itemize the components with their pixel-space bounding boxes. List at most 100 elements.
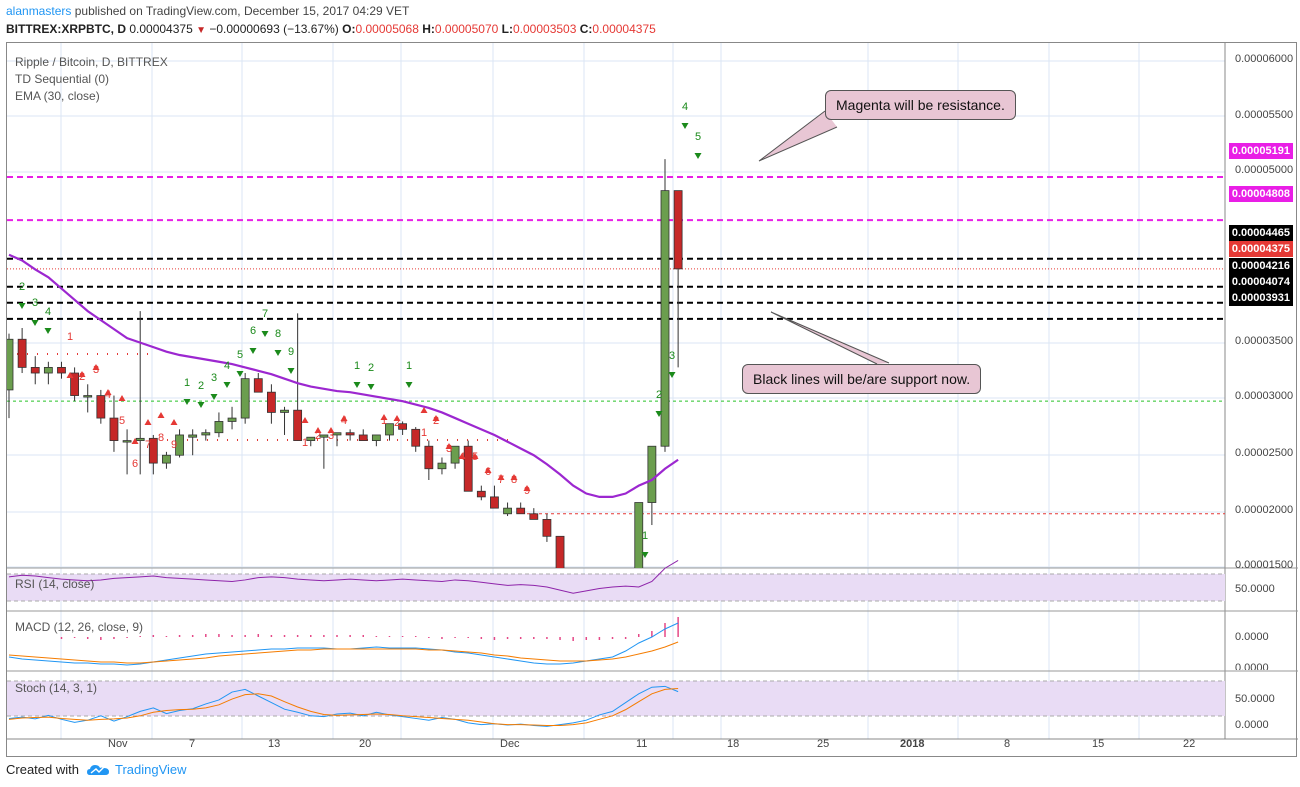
td-down-arrow-icon [668, 372, 676, 378]
td-count-green: 3 [32, 297, 38, 309]
td-count-red: 3 [446, 443, 452, 455]
td-down-arrow-icon [274, 350, 282, 356]
td-down-arrow-icon [18, 303, 26, 309]
candle-down [398, 423, 408, 430]
td-down-arrow-icon [249, 348, 257, 354]
td-down-arrow-icon [210, 394, 218, 400]
candle-up [647, 445, 657, 503]
candle-down [476, 490, 486, 498]
candles [7, 159, 683, 568]
x-axis-label: 7 [189, 738, 196, 750]
td-count-red: 1 [381, 415, 387, 427]
high-label: H: [422, 22, 435, 36]
td-down-arrow-icon [183, 399, 191, 405]
td-count-red: 9 [524, 485, 530, 497]
tradingview-link[interactable]: TradingView [114, 762, 187, 777]
td-count-green: 2 [656, 389, 662, 401]
td-count-red: 6 [485, 466, 491, 478]
td-count-green: 2 [19, 281, 25, 293]
td-count-red: 2 [394, 417, 400, 429]
td-down-arrow-icon [694, 153, 702, 159]
candle-up [437, 462, 447, 470]
td-down-arrow-icon [655, 411, 663, 417]
candle-down [529, 513, 539, 520]
td-up-arrow-icon [393, 415, 401, 421]
td-down-arrow-icon [31, 320, 39, 326]
td-up-arrow-icon [497, 474, 505, 480]
candle-up [240, 378, 250, 419]
candle-up [201, 432, 211, 436]
x-axis-label: 11 [636, 738, 648, 750]
stoch-band [7, 681, 1225, 716]
macd-signal-line [8, 641, 679, 664]
td-down-arrow-icon [223, 382, 231, 388]
magenta-price-label: 0.00005191 [1228, 143, 1293, 159]
x-axis-label: 20 [359, 738, 372, 750]
td-count-red: 1 [302, 437, 308, 449]
td-count-green: 7 [262, 308, 268, 320]
symbol-ohlc-line: BITTREX:XRPBTC, D 0.00004375 ▼ −0.000006… [6, 22, 656, 36]
candle-down [109, 417, 119, 441]
candle-down [96, 395, 106, 419]
candle-down [148, 437, 158, 464]
candle-up [83, 395, 93, 398]
candle-down [555, 535, 565, 568]
stoch-axis-label: 50.0000 [1235, 693, 1275, 705]
x-axis-label: 2018 [900, 738, 925, 750]
candle-up [371, 434, 381, 441]
td-count-green: 1 [406, 360, 412, 372]
td-up-arrow-icon [471, 453, 479, 459]
candle-up [660, 190, 670, 447]
td-count-red: 3 [93, 364, 99, 376]
td-up-arrow-icon [484, 467, 492, 473]
price-axis-label: 0.00003500 [1235, 335, 1294, 347]
td-up-arrow-icon [301, 417, 309, 423]
td-up-arrow-icon [523, 485, 531, 491]
td-count-green: 5 [695, 131, 701, 143]
td-count-red: 4 [105, 389, 111, 401]
td-count-green: 1 [642, 530, 648, 542]
candle-down [424, 445, 434, 470]
price-axis-label: 0.00001500 [1235, 559, 1294, 571]
symbol-name: BITTREX:XRPBTC, D [6, 22, 126, 36]
candle-up [306, 436, 316, 441]
candle-up [385, 423, 394, 436]
candle-up [7, 338, 14, 391]
chart-title: Ripple / Bitcoin, D, BITTREX [15, 55, 168, 69]
footer: Created with TradingView [6, 762, 187, 777]
td-count-green: 3 [669, 350, 675, 362]
rsi-axis-label: 50.0000 [1235, 583, 1275, 595]
candle-up [188, 434, 198, 438]
x-axis-label: 8 [1004, 738, 1011, 750]
td-count-red: 5 [119, 415, 125, 427]
candle-up [43, 366, 53, 374]
td-up-arrow-icon [432, 415, 440, 421]
price-axis-label: 0.00002500 [1235, 447, 1294, 459]
candle-down [57, 366, 66, 374]
stoch-d-line [8, 688, 679, 726]
x-axis-label: 22 [1183, 738, 1196, 750]
x-axis-label: 18 [727, 738, 740, 750]
td-count-red: 2 [433, 415, 439, 427]
ema-line [8, 253, 679, 498]
last-price: 0.00004375 [129, 22, 193, 36]
td-count-red: 7 [498, 474, 504, 486]
ema-legend: EMA (30, close) [15, 89, 100, 103]
td-up-arrow-icon [170, 419, 178, 425]
td-up-arrow-icon [144, 419, 152, 425]
candle-up [227, 417, 237, 422]
candle-down [253, 378, 263, 393]
td-up-arrow-icon [327, 427, 335, 433]
candle-up [450, 445, 460, 464]
td-count-green: 2 [198, 380, 204, 392]
candle-down [293, 409, 303, 441]
td-count-red: 2 [79, 371, 85, 383]
td-count-green: 3 [211, 372, 217, 384]
stoch-legend: Stoch (14, 3, 1) [15, 681, 98, 695]
td-down-arrow-icon [681, 123, 689, 129]
author-link[interactable]: alanmasters [6, 4, 72, 18]
candle-down [266, 391, 276, 413]
td-up-arrow-icon [314, 427, 322, 433]
